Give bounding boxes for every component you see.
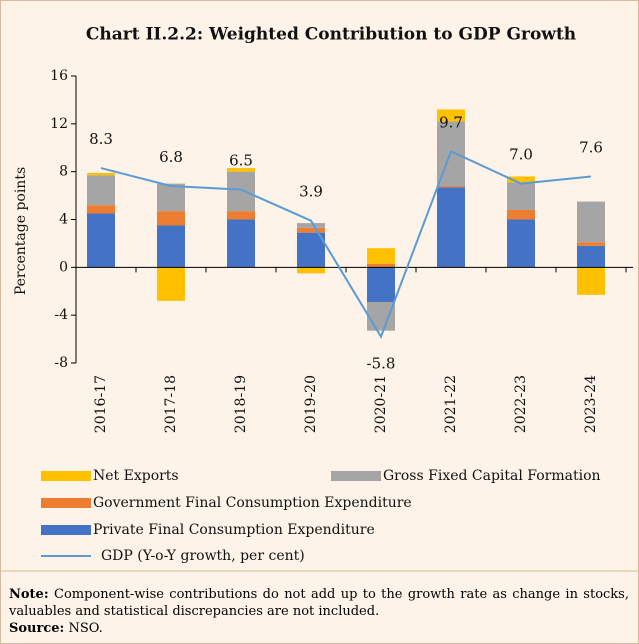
chart: Chart II.2.2: Weighted Contribution to G… [1, 25, 638, 572]
bar-segment [577, 245, 605, 268]
gdp-line [100, 149, 592, 339]
x-tick-label: 2018-19 [233, 375, 249, 433]
x-tick-label: 2021-22 [443, 375, 459, 433]
data-label: 6.8 [159, 148, 183, 166]
data-label: 3.9 [299, 183, 323, 201]
data-label: 7.0 [509, 146, 533, 164]
legend-label: GDP (Y-o-Y growth, per cent) [101, 548, 305, 564]
bar-segment [87, 175, 115, 206]
bar-segment [577, 242, 605, 246]
legend-label: Net Exports [93, 468, 179, 484]
bar-segment [507, 182, 535, 210]
bar-segment [227, 211, 255, 220]
bar-segment [87, 205, 115, 214]
y-tick-label: -4 [54, 307, 68, 323]
bar-segment [507, 219, 535, 268]
bar-segment [297, 227, 325, 233]
x-tick-label: 2019-20 [303, 375, 319, 433]
source: Source: NSO. [9, 620, 629, 637]
y-tick-label: 16 [50, 68, 68, 84]
y-tick-label: -8 [54, 355, 68, 371]
y-tick-label: 8 [59, 164, 68, 180]
x-tick-label: 2020-21 [373, 375, 389, 433]
data-label: 7.6 [579, 138, 603, 156]
legend-swatch [41, 471, 91, 481]
y-tick-label: 12 [50, 116, 68, 132]
bar-segment [297, 267, 325, 274]
bar-segment [157, 211, 185, 226]
bar-segment [87, 213, 115, 268]
note-label: Note: [9, 587, 49, 602]
chart-title: Chart II.2.2: Weighted Contribution to G… [86, 25, 576, 45]
bar-segment [437, 187, 465, 268]
x-tick-label: 2022-23 [513, 375, 529, 433]
y-axis-label: Percentage points [13, 167, 29, 295]
notes: Note: Component-wise contributions do no… [9, 586, 629, 637]
data-label: -5.8 [367, 355, 396, 373]
data-label: 6.5 [229, 152, 253, 170]
bar-segment [297, 232, 325, 268]
bar-segment [227, 171, 255, 212]
note-text: Component-wise contributions do not add … [9, 587, 629, 619]
data-label: 9.7 [439, 113, 463, 131]
bar-segment [577, 267, 605, 295]
bar-segment [87, 172, 115, 176]
bar-segment [367, 263, 395, 268]
bar-segment [157, 183, 185, 212]
legend-label: Private Final Consumption Expenditure [93, 522, 375, 538]
data-label: 8.3 [89, 130, 113, 148]
bar-segment [437, 186, 465, 188]
bar-segment [437, 109, 465, 122]
legend-swatch [331, 471, 381, 481]
bar-segment [157, 225, 185, 268]
source-text: NSO. [68, 621, 103, 636]
legend-swatch [41, 525, 91, 535]
note: Note: Component-wise contributions do no… [9, 586, 629, 620]
bar-segment [367, 267, 395, 303]
bar-segment [577, 201, 605, 243]
x-tick-label: 2016-17 [93, 375, 109, 433]
legend-swatch [41, 498, 91, 508]
x-tick-label: 2017-18 [163, 375, 179, 433]
bar-segment [227, 219, 255, 268]
bar-segment [227, 168, 255, 172]
bar-segment [367, 248, 395, 264]
legend-label: Government Final Consumption Expenditure [93, 495, 412, 511]
bar-segment [297, 223, 325, 228]
bar-segment [507, 176, 535, 183]
bar-segment [367, 302, 395, 331]
legend-label: Gross Fixed Capital Formation [383, 468, 601, 484]
y-tick-label: 4 [59, 212, 68, 228]
bar-segment [507, 209, 535, 220]
y-tick-label: 0 [59, 259, 68, 275]
bar-segment [157, 267, 185, 301]
source-label: Source: [9, 621, 65, 636]
x-tick-label: 2023-24 [583, 375, 599, 433]
